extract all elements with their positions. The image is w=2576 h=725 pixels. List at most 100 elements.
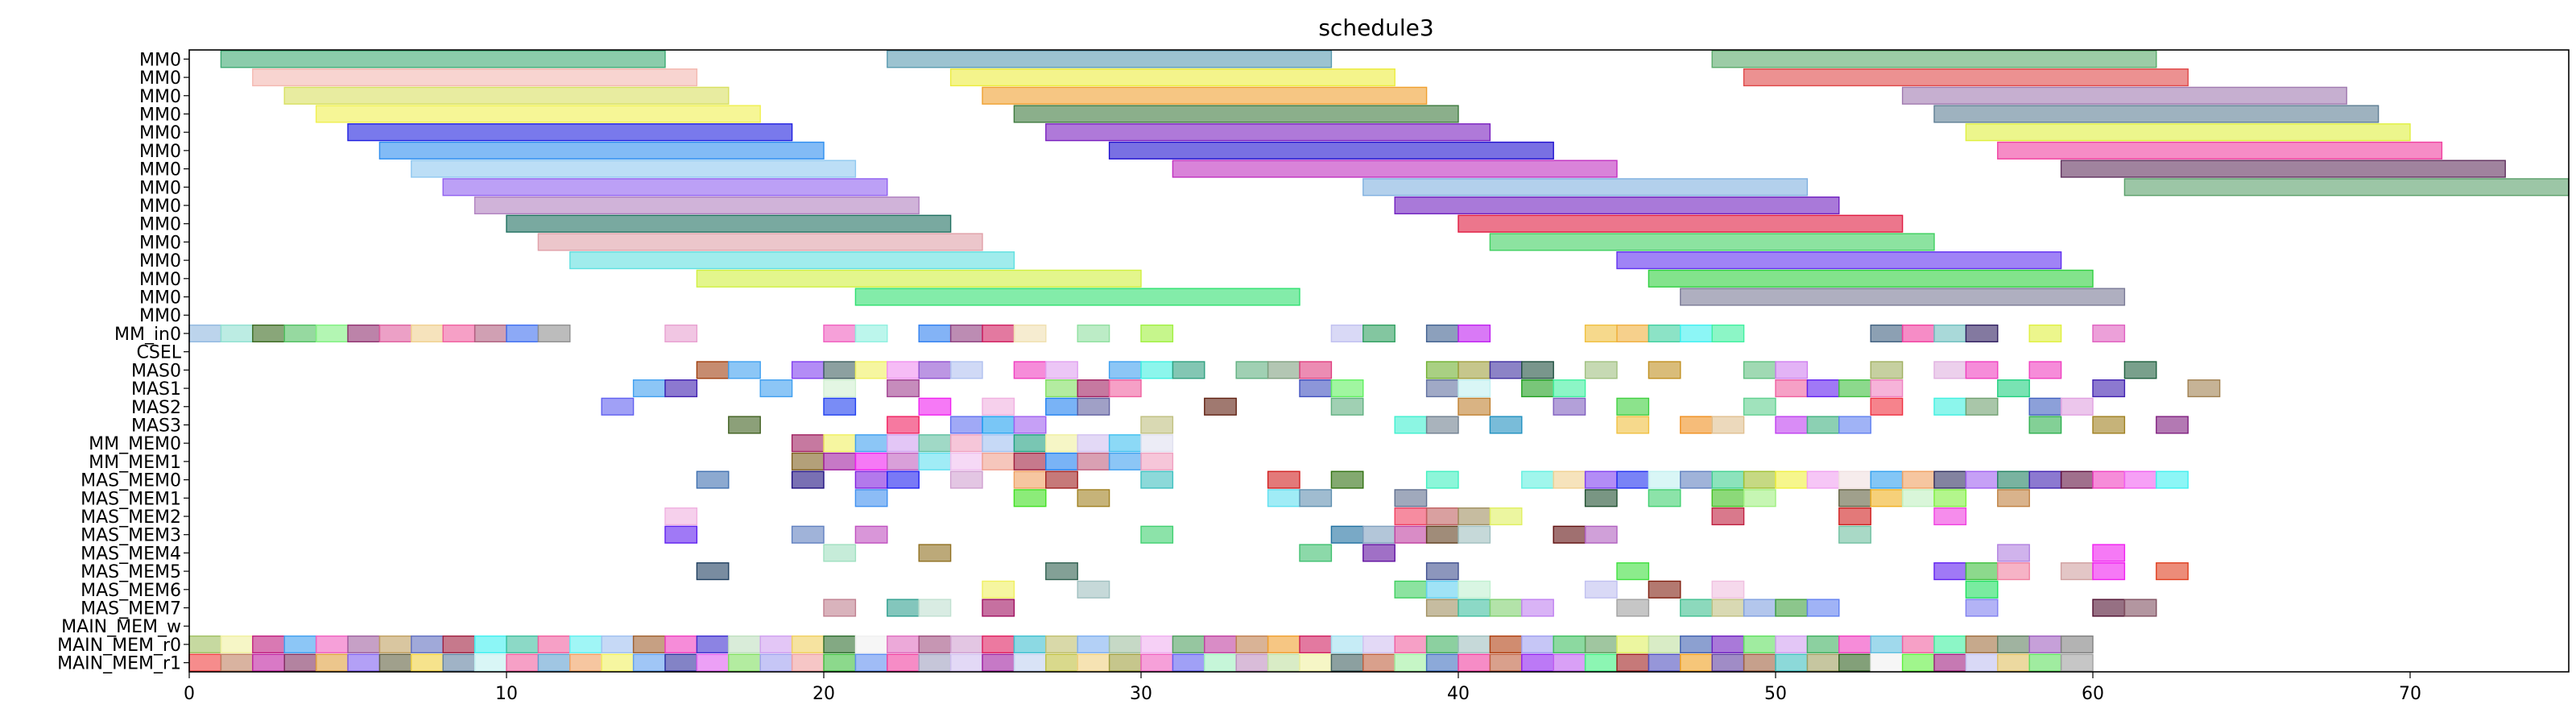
task-bar bbox=[1362, 653, 1396, 672]
task-bar bbox=[1077, 489, 1110, 508]
task-bar bbox=[696, 361, 730, 379]
task-bar bbox=[1425, 324, 1459, 342]
task-bar bbox=[982, 599, 1015, 617]
task-bar bbox=[2028, 416, 2062, 434]
task-bar bbox=[1997, 141, 2443, 160]
y-tick-label: MM_MEM1 bbox=[89, 453, 181, 473]
y-tick-label: MM0 bbox=[139, 306, 181, 326]
task-bar bbox=[1870, 653, 1904, 672]
task-bar bbox=[1584, 635, 1618, 653]
task-bar bbox=[1045, 653, 1078, 672]
x-tick-label: 40 bbox=[1447, 684, 1470, 704]
task-bar bbox=[1330, 525, 1364, 544]
task-bar bbox=[1838, 525, 1871, 544]
task-bar bbox=[1425, 599, 1459, 617]
task-bar bbox=[220, 50, 666, 68]
task-bar bbox=[2060, 562, 2094, 581]
task-bar bbox=[664, 507, 698, 526]
task-bar bbox=[1711, 50, 2157, 68]
task-bar bbox=[1775, 599, 1809, 617]
task-bar bbox=[1997, 379, 2030, 398]
task-bar bbox=[252, 653, 285, 672]
task-bar bbox=[1013, 361, 1047, 379]
task-bar bbox=[1013, 489, 1047, 508]
task-bar bbox=[1553, 635, 1586, 653]
y-tick-label: MM0 bbox=[139, 142, 181, 162]
task-bar bbox=[1648, 653, 1681, 672]
task-bar bbox=[2028, 324, 2062, 342]
task-bar bbox=[378, 141, 825, 160]
task-bar bbox=[1584, 489, 1618, 508]
task-bar bbox=[887, 50, 1333, 68]
task-bar bbox=[1458, 324, 1491, 342]
task-bar bbox=[1806, 416, 1840, 434]
task-bar bbox=[1997, 653, 2030, 672]
task-bar bbox=[1204, 653, 1237, 672]
task-bar bbox=[1806, 599, 1840, 617]
y-tick-label: MM_MEM0 bbox=[89, 434, 181, 454]
task-bar bbox=[1901, 324, 1935, 342]
task-bar bbox=[1743, 599, 1776, 617]
task-bar bbox=[1933, 324, 1967, 342]
task-bar bbox=[949, 324, 983, 342]
x-tick-label: 20 bbox=[812, 684, 835, 704]
y-tick-label: MM0 bbox=[139, 215, 181, 235]
task-bar bbox=[1140, 452, 1174, 470]
task-bar bbox=[1965, 470, 1999, 489]
y-axis-labels: MM0MM0MM0MM0MM0MM0MM0MM0MM0MM0MM0MM0MM0M… bbox=[57, 50, 189, 674]
task-bar bbox=[1553, 525, 1586, 544]
task-bar bbox=[188, 653, 222, 672]
task-bar bbox=[1553, 653, 1586, 672]
task-bar bbox=[791, 452, 825, 470]
task-bar bbox=[1838, 416, 1871, 434]
task-bar bbox=[1045, 397, 1078, 416]
task-bar bbox=[411, 635, 444, 653]
task-bar bbox=[1458, 361, 1491, 379]
y-tick-label: MAS_MEM1 bbox=[81, 489, 181, 509]
task-bar bbox=[1362, 525, 1396, 544]
task-bar bbox=[2123, 470, 2157, 489]
task-bar bbox=[949, 653, 983, 672]
task-bar bbox=[949, 68, 1396, 87]
task-bar bbox=[506, 635, 540, 653]
task-bar bbox=[1743, 397, 1776, 416]
task-bar bbox=[537, 233, 983, 251]
task-bar bbox=[1838, 635, 1871, 653]
task-bar bbox=[1553, 470, 1586, 489]
task-bar bbox=[791, 525, 825, 544]
task-bar bbox=[569, 635, 602, 653]
task-bar bbox=[569, 251, 1015, 270]
y-tick-label: MAS_MEM2 bbox=[81, 508, 181, 528]
task-bar bbox=[1997, 635, 2030, 653]
task-bar bbox=[1680, 324, 1713, 342]
task-bar bbox=[1711, 489, 1745, 508]
task-bar bbox=[823, 599, 857, 617]
task-bar bbox=[982, 416, 1015, 434]
task-bar bbox=[1521, 635, 1554, 653]
task-bar bbox=[1362, 324, 1396, 342]
task-bar bbox=[1711, 653, 1745, 672]
task-bar bbox=[918, 324, 952, 342]
task-bar bbox=[2092, 562, 2126, 581]
x-tick-label: 10 bbox=[495, 684, 518, 704]
task-bar bbox=[2156, 416, 2189, 434]
task-bar bbox=[1108, 653, 1142, 672]
task-bar bbox=[1267, 470, 1300, 489]
y-tick-label: MM0 bbox=[139, 178, 181, 198]
task-bar bbox=[1870, 635, 1904, 653]
task-bar bbox=[918, 452, 952, 470]
task-bar bbox=[887, 470, 920, 489]
task-bar bbox=[537, 653, 571, 672]
task-bar bbox=[1267, 489, 1300, 508]
task-bar bbox=[1362, 635, 1396, 653]
task-bar bbox=[1235, 635, 1269, 653]
task-bar bbox=[1616, 397, 1650, 416]
task-bar bbox=[1267, 361, 1300, 379]
task-bar bbox=[2187, 379, 2221, 398]
task-bar bbox=[1108, 434, 1142, 453]
task-bar bbox=[1425, 507, 1459, 526]
task-bar bbox=[696, 269, 1142, 288]
y-tick-label: MAS0 bbox=[131, 361, 181, 381]
task-bar bbox=[1394, 635, 1428, 653]
task-bar bbox=[347, 324, 381, 342]
